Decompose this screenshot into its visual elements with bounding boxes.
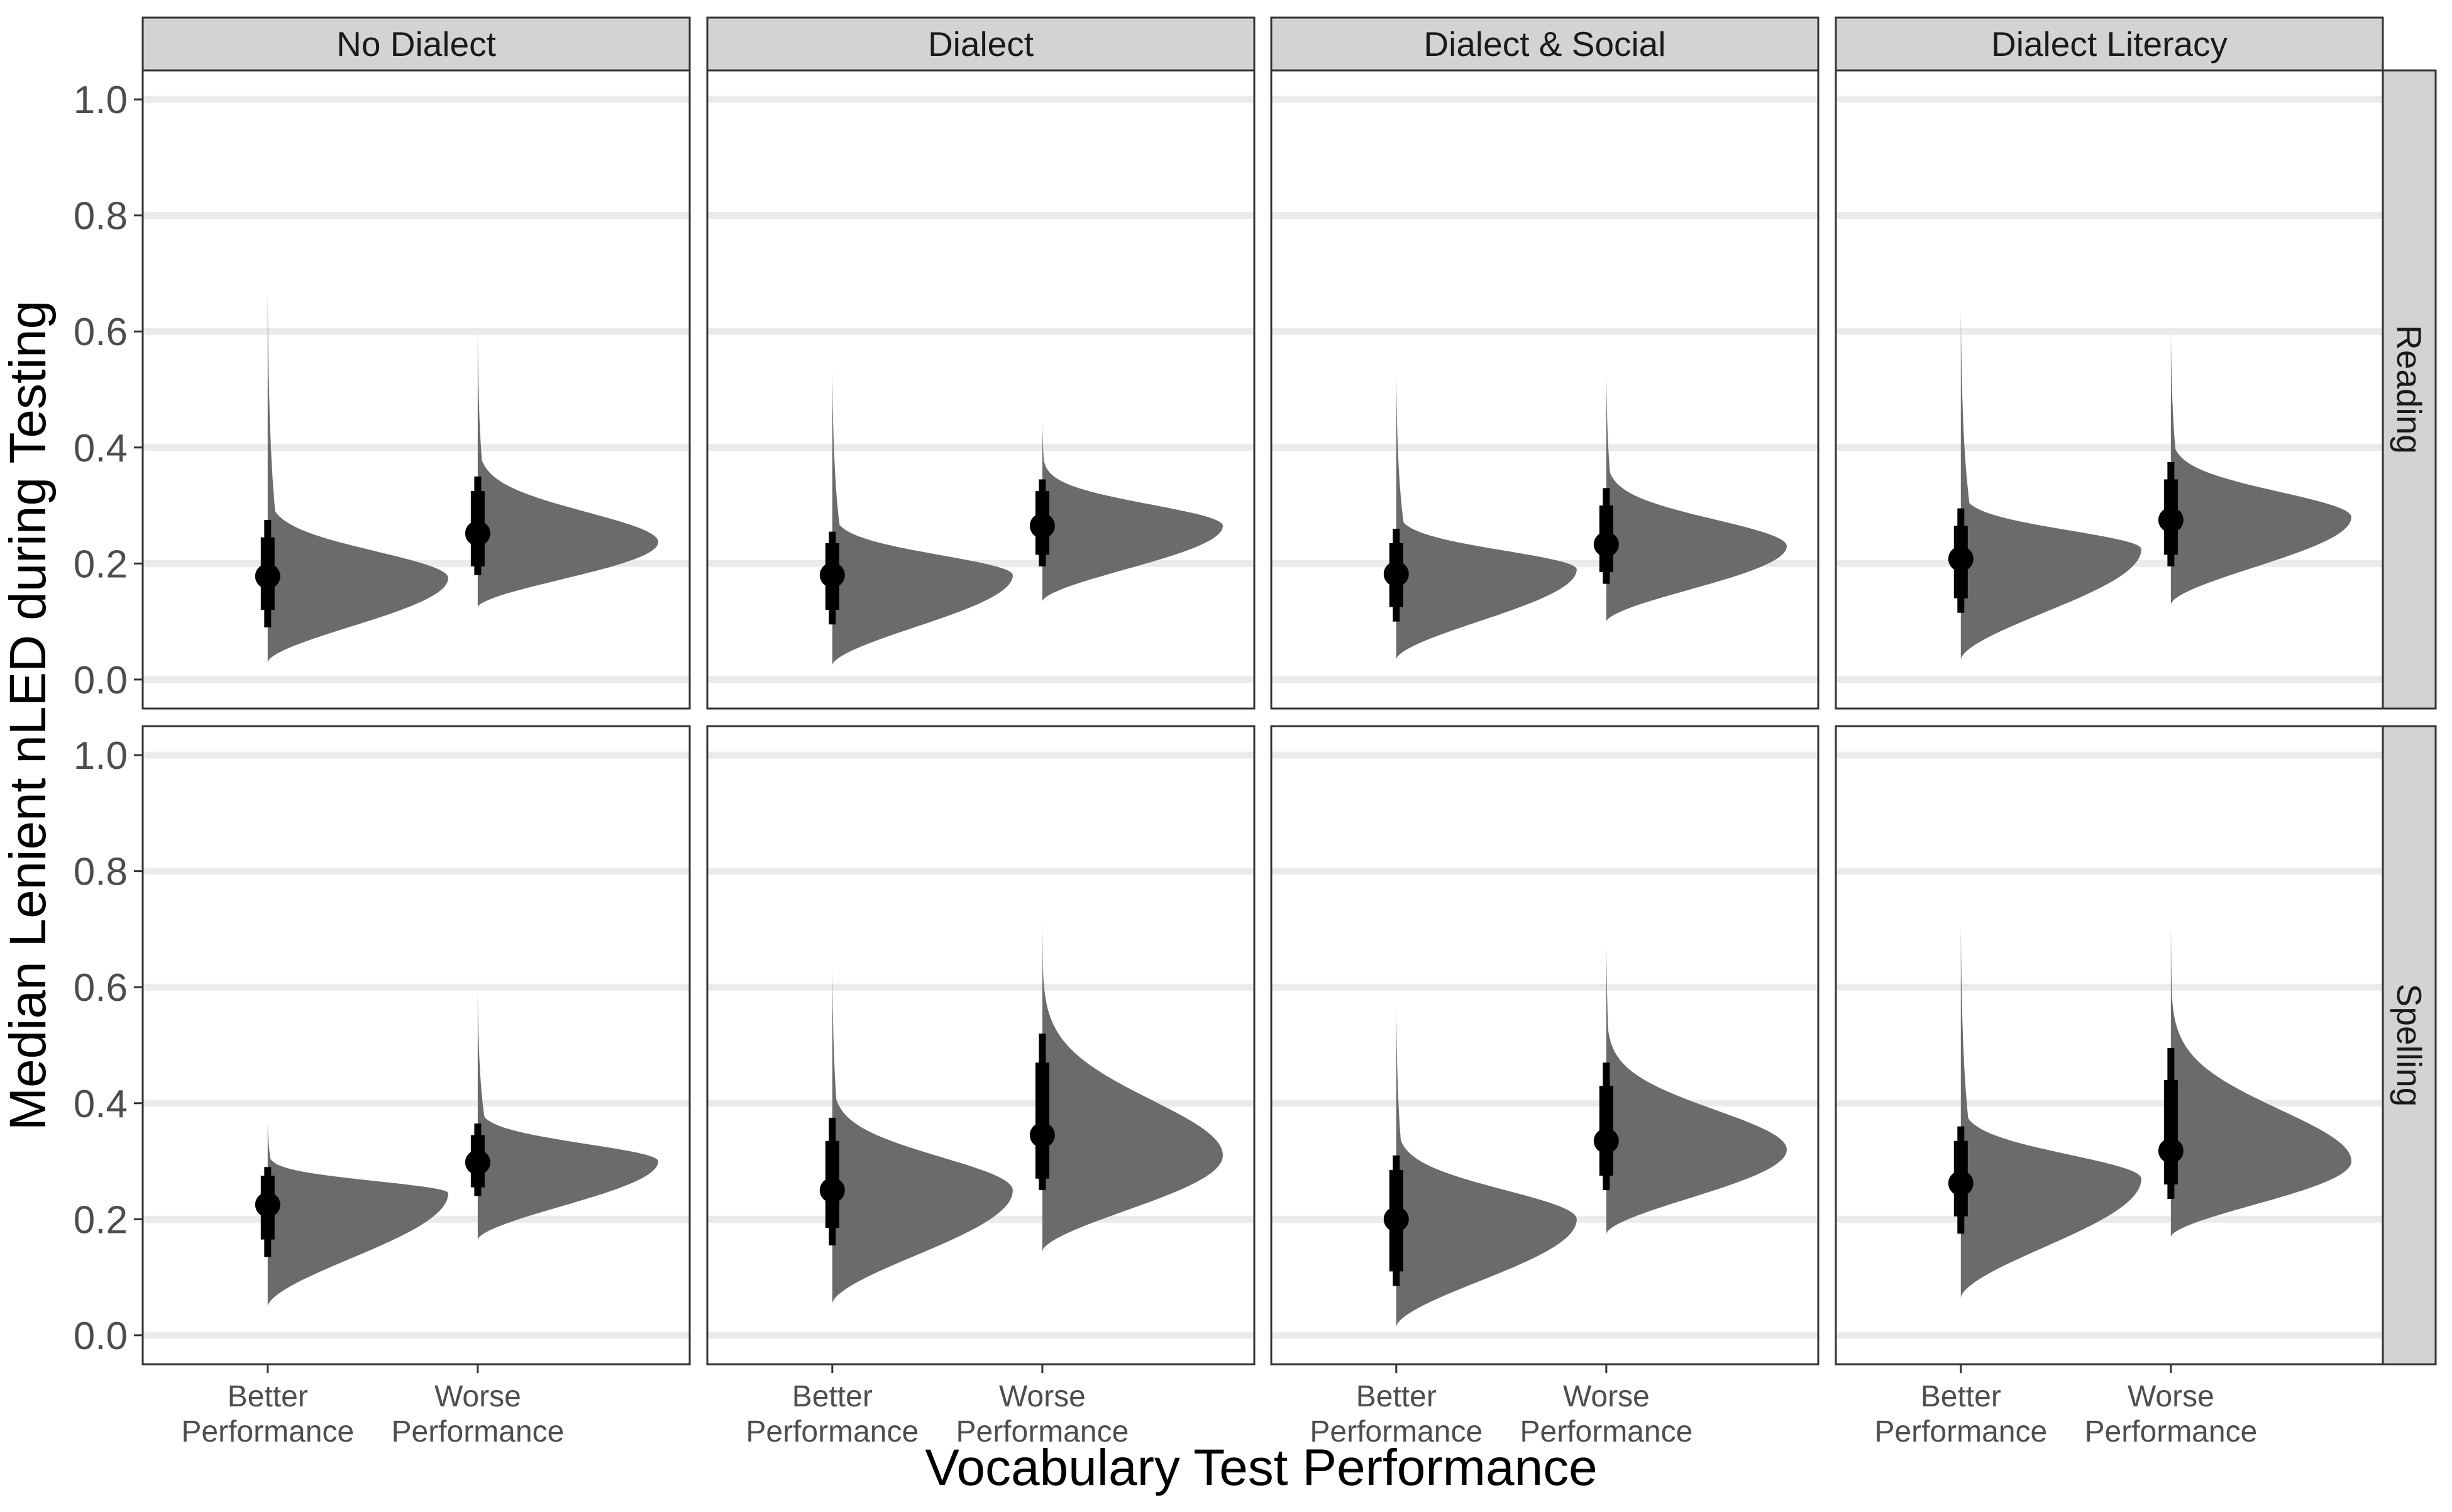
panel [1835, 725, 2384, 1366]
panel-background [1836, 726, 2383, 1364]
density-shape [1606, 941, 1787, 1234]
median-point [465, 1149, 490, 1175]
x-tick-label: Better Performance [1874, 1380, 2047, 1449]
row-strip: Spelling [2382, 725, 2437, 1366]
density-shape [2170, 331, 2351, 604]
panel [141, 69, 691, 710]
y-tick-label: 0.8 [74, 195, 128, 238]
panel-background [707, 726, 1254, 1364]
density-shape [267, 1123, 448, 1306]
row-strip: Reading [2382, 69, 2437, 710]
density-shape [1960, 923, 2141, 1298]
strip-background [706, 16, 1256, 72]
median-point [2158, 507, 2184, 533]
x-tick-label: Worse Performance [391, 1380, 564, 1449]
x-tick-label: Worse Performance [2084, 1380, 2257, 1449]
density-shape [477, 334, 658, 607]
panel [1270, 725, 1820, 1366]
density-shape [1960, 308, 2141, 659]
x-tick-label: Better Performance [181, 1380, 354, 1449]
strip-background [141, 16, 691, 72]
column-strip-label: Dialect [928, 25, 1034, 63]
y-tick-label: 0.6 [74, 966, 128, 1010]
strip-background [2382, 725, 2437, 1366]
panel-background [143, 70, 690, 709]
panel [141, 725, 691, 1366]
density-shape [1396, 1004, 1577, 1327]
column-strip: Dialect Literacy [1835, 16, 2384, 72]
panel-background [143, 726, 690, 1364]
strip-background [1835, 16, 2384, 72]
median-point [819, 562, 845, 588]
x-tick-label: Better Performance [1310, 1380, 1483, 1449]
y-tick-label: 1.0 [74, 734, 128, 778]
median-point [465, 521, 490, 546]
panel-background [1836, 70, 2383, 709]
density-shape [832, 366, 1013, 665]
density-shape [1042, 421, 1223, 602]
column-strip: Dialect [706, 16, 1256, 72]
density-shape [1606, 372, 1787, 622]
column-strip: Dialect & Social [1270, 16, 1820, 72]
panel [706, 69, 1256, 710]
density-shape [1396, 372, 1577, 659]
median-point [819, 1178, 845, 1203]
density-shape [832, 964, 1013, 1304]
median-point [1593, 1128, 1619, 1154]
density-shape [477, 993, 658, 1240]
axes-layer: 0.0 0.2 0.4 0.6 0.8 1.0 0.0 0.2 0.4 0.6 0.8 1.0 Bett… [74, 79, 2257, 1449]
panel-background [1271, 726, 1818, 1364]
y-tick-label: 0.0 [74, 659, 128, 702]
panel-background [1271, 70, 1818, 709]
y-axis-title: Median Lenient nLED during Testing [0, 301, 57, 1131]
median-point [1029, 1122, 1055, 1148]
strip-background [2382, 69, 2437, 710]
column-strip: No Dialect [141, 16, 691, 72]
panel [1270, 69, 1820, 710]
y-tick-label: 0.4 [74, 427, 128, 470]
median-point [255, 1192, 280, 1218]
y-tick-label: 0.8 [74, 851, 128, 894]
strips-layer: No Dialect Dialect Dialect & Social Dialect… [141, 16, 2437, 1366]
panel [1835, 69, 2384, 710]
density-shape [1042, 920, 1223, 1252]
column-strip-label: Dialect & Social [1423, 25, 1665, 63]
row-strip-label: Reading [2390, 325, 2429, 454]
column-strip-label: Dialect Literacy [1991, 25, 2228, 63]
y-tick-label: 0.2 [74, 543, 128, 586]
x-tick-label: Worse Performance [956, 1380, 1129, 1449]
y-tick-label: 0.0 [74, 1315, 128, 1358]
panel [706, 725, 1256, 1366]
median-point [1593, 531, 1619, 557]
y-tick-label: 0.2 [74, 1198, 128, 1242]
y-tick-label: 0.6 [74, 311, 128, 354]
row-strip-label: Spelling [2390, 984, 2429, 1107]
y-tick-label: 1.0 [74, 79, 128, 122]
median-point [1383, 1206, 1409, 1232]
y-tick-label: 0.4 [74, 1083, 128, 1126]
median-point [2158, 1138, 2184, 1164]
density-shape [267, 290, 448, 663]
x-axis-title: Vocabulary Test Performance [925, 1439, 1598, 1496]
strip-background [1270, 16, 1820, 72]
x-tick-label: Worse Performance [1520, 1380, 1693, 1449]
median-point [255, 563, 280, 589]
density-shape [2170, 926, 2351, 1237]
median-point [1029, 513, 1055, 539]
panel-border [706, 725, 1256, 1366]
panel-background [707, 70, 1254, 709]
panel-border [1270, 725, 1820, 1366]
median-point [1948, 1171, 1974, 1196]
median-point [1948, 546, 1974, 571]
column-strip-label: No Dialect [336, 25, 496, 63]
panel-border [141, 725, 691, 1366]
median-point [1383, 561, 1409, 587]
panels-layer [141, 69, 2384, 1366]
x-tick-label: Better Performance [746, 1380, 919, 1449]
